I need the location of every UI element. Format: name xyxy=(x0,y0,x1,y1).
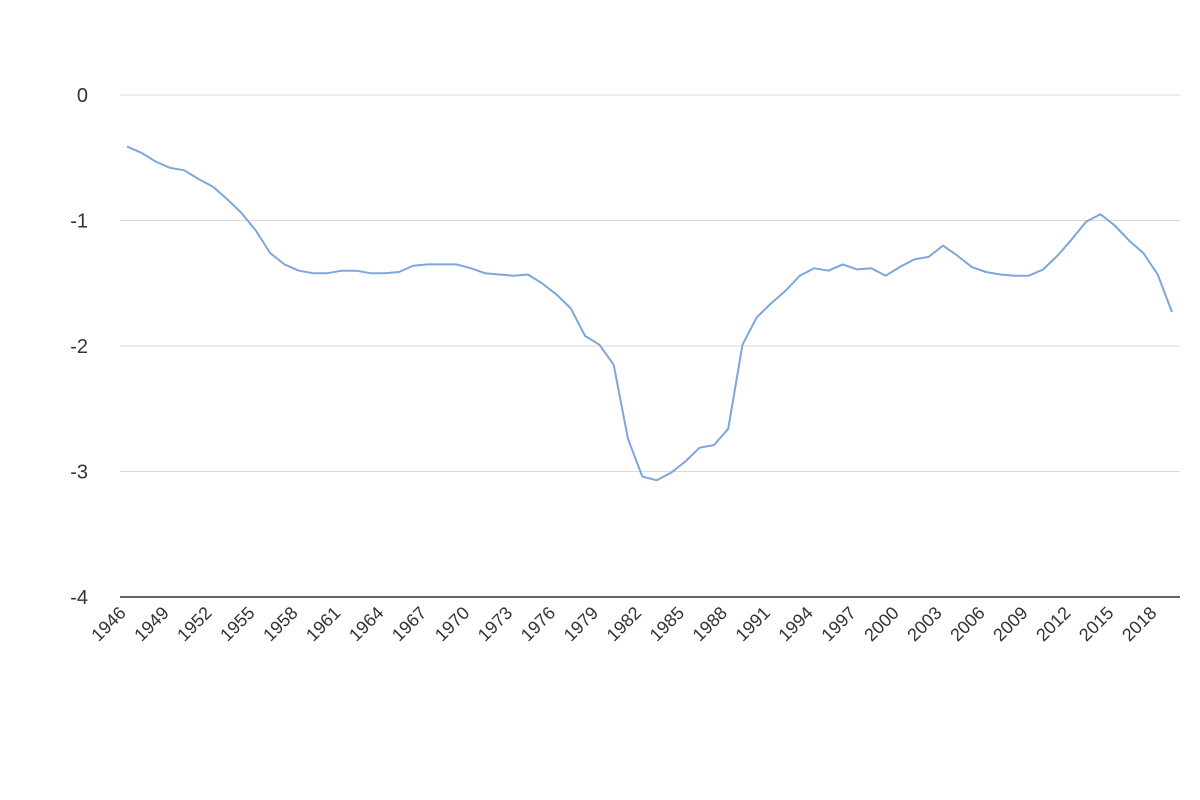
x-tick-label: 1976 xyxy=(517,603,559,645)
x-tick-label: 2000 xyxy=(860,603,902,645)
x-tick-label: 1970 xyxy=(431,603,473,645)
x-tick-label: 2012 xyxy=(1032,603,1074,645)
x-tick-label: 1997 xyxy=(817,603,859,645)
x-tick-label: 1952 xyxy=(173,603,215,645)
x-tick-label: 1994 xyxy=(774,603,816,645)
series-layer xyxy=(126,145,1173,482)
x-tick-label: 1988 xyxy=(689,603,731,645)
y-axis-ticks: 0 -1 -2 -3 -4 xyxy=(70,85,88,609)
x-tick-label: 1973 xyxy=(474,603,516,645)
x-tick-label: 1964 xyxy=(345,603,387,645)
x-tick-label: 1991 xyxy=(732,603,774,645)
x-tick-label: 1967 xyxy=(388,603,430,645)
x-tick-label: 2015 xyxy=(1075,603,1117,645)
x-tick-label: 1955 xyxy=(216,603,258,645)
y-tick-label: -3 xyxy=(70,462,88,484)
gridlines xyxy=(120,94,1180,472)
series-line xyxy=(126,145,1173,482)
x-tick-label: 1982 xyxy=(603,603,645,645)
x-tick-label: 1985 xyxy=(646,603,688,645)
x-tick-label: 2018 xyxy=(1118,603,1160,645)
x-axis-ticks: 1946 1949 1952 1955 1958 1961 1964 1967 1970 1973… xyxy=(87,603,1160,645)
x-tick-label: 2009 xyxy=(989,603,1031,645)
x-tick-label: 2003 xyxy=(903,603,945,645)
y-tick-label: -4 xyxy=(70,587,88,609)
y-tick-label: -2 xyxy=(70,336,88,358)
x-tick-label: 1958 xyxy=(259,603,301,645)
x-tick-label: 1946 xyxy=(87,603,129,645)
y-tick-label: 0 xyxy=(77,85,88,107)
x-tick-label: 1949 xyxy=(130,603,172,645)
x-tick-label: 1961 xyxy=(302,603,344,645)
x-tick-label: 1979 xyxy=(560,603,602,645)
y-tick-label: -1 xyxy=(70,211,88,233)
x-tick-label: 2006 xyxy=(946,603,988,645)
